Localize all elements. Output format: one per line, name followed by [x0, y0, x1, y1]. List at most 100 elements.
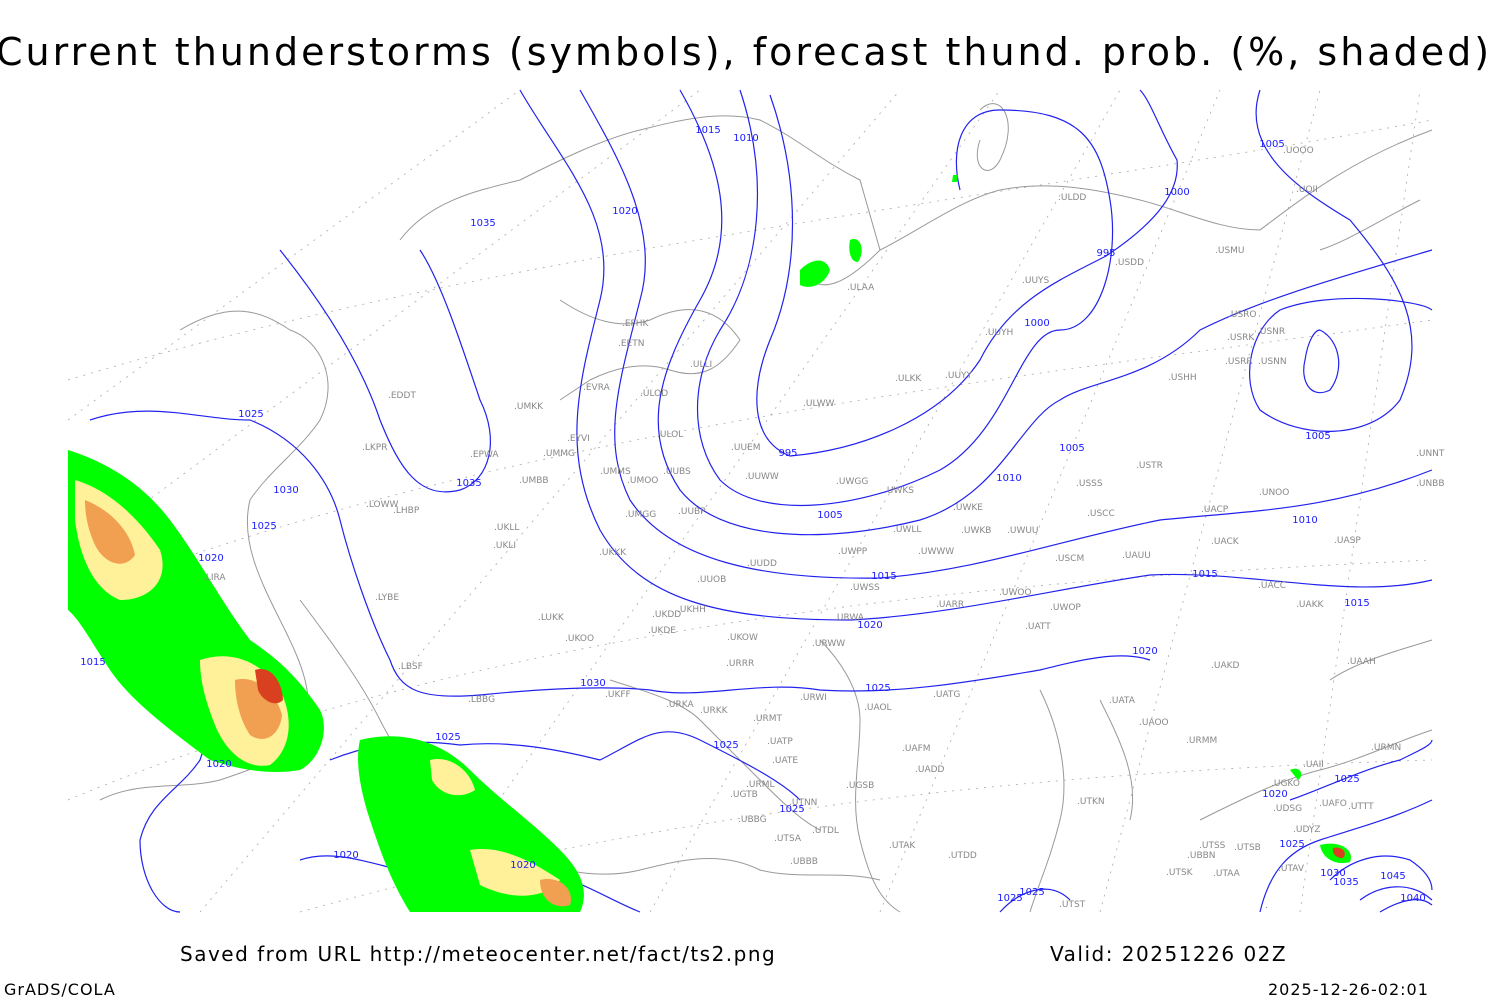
station-label: .UUBP: [678, 507, 706, 517]
isobar-label: 1035: [1333, 877, 1358, 888]
station-label: .UATG: [933, 690, 960, 700]
station-label: .UKLL: [494, 523, 519, 533]
station-label: .URMN: [1371, 743, 1401, 753]
station-label: .UMBB: [519, 476, 549, 486]
station-label: .UDSG: [1273, 804, 1302, 814]
station-label: .USRK: [1227, 333, 1255, 343]
station-label: .UTAV: [1278, 864, 1305, 874]
graticule: [67, 89, 1433, 913]
isobar-label: 1005: [1259, 139, 1284, 150]
station-label: .EYVI: [567, 434, 590, 444]
isobar-label: 1030: [273, 485, 298, 496]
isobar-label: 1020: [510, 860, 535, 871]
station-label: .EETN: [618, 339, 644, 349]
isobar-label: 1035: [470, 218, 495, 229]
station-label: .UWGG: [836, 477, 868, 487]
station-label: .USNN: [1258, 357, 1287, 367]
station-label: .UDYZ: [1293, 825, 1321, 835]
station-label: .UATA: [1109, 696, 1136, 706]
station-label: .UKFF: [605, 690, 631, 700]
station-label: .URKA: [666, 700, 694, 710]
station-label: .UTSS: [1199, 841, 1226, 851]
isobar-label: 1025: [1334, 774, 1359, 785]
station-label: .UUDD: [747, 559, 777, 569]
station-label: .UADD: [915, 765, 945, 775]
isobar-label: 1045: [1380, 871, 1405, 882]
station-label: .UMMG: [543, 449, 575, 459]
isobar-label: 995: [1096, 248, 1115, 259]
isobar-label: 1030: [1320, 868, 1345, 879]
station-label: .UAOO: [1139, 718, 1169, 728]
station-label: .URWW: [812, 639, 845, 649]
station-label: .UUBS: [663, 467, 691, 477]
station-label: .UATT: [1025, 622, 1051, 632]
isobar-label: 1005: [817, 510, 842, 521]
station-label: .URKK: [700, 706, 729, 716]
isobar-label: 1025: [1279, 839, 1304, 850]
station-label: .UWOO: [999, 588, 1032, 598]
station-label: .USCC: [1087, 509, 1115, 519]
station-label: .ULOL: [657, 430, 683, 440]
station-label: .ULWW: [803, 399, 835, 409]
station-label: .UTDD: [948, 851, 977, 861]
isobar-label: 995: [778, 448, 797, 459]
station-label: .UGTB: [730, 790, 758, 800]
station-label: .UACC: [1258, 581, 1286, 591]
station-label: .USCM: [1055, 554, 1084, 564]
isobar-label: 1005: [1305, 431, 1330, 442]
isobar-label: 1020: [1262, 789, 1287, 800]
station-label: .UNNT: [1416, 449, 1445, 459]
station-label: .URMT: [753, 714, 782, 724]
station-label: .LYBE: [375, 593, 399, 603]
station-label: .UKOW: [727, 633, 758, 643]
isobar-label: 1025: [238, 409, 263, 420]
station-label: .ULLI: [690, 360, 712, 370]
isobar-label: 1015: [1192, 569, 1217, 580]
station-label: .UUOB: [697, 575, 726, 585]
station-label: .UKOO: [565, 634, 594, 644]
isobar-label: 1020: [857, 620, 882, 631]
station-label: .UAUU: [1122, 551, 1151, 561]
station-label: .USRR: [1225, 357, 1253, 367]
station-label: .UACK: [1211, 537, 1240, 547]
station-label: .UGKO: [1271, 779, 1300, 789]
isobar-label: 1040: [1400, 893, 1425, 904]
station-label: .UAII: [1303, 760, 1324, 770]
isobar-label: 1020: [333, 850, 358, 861]
isobar-label: 1015: [695, 125, 720, 136]
station-label: .UUYH: [985, 328, 1013, 338]
station-label: .UATE: [772, 756, 798, 766]
station-label: .URMM: [1186, 736, 1217, 746]
station-label: .UBBN: [1187, 851, 1216, 861]
thunderstorm-probability-shading: [68, 175, 1351, 912]
station-label: .ULAA: [847, 283, 875, 293]
station-label: .UTNN: [789, 798, 817, 808]
station-label: .ULKK: [895, 374, 922, 384]
isobar-label: 1035: [456, 478, 481, 489]
station-label: .UTKN: [1077, 797, 1105, 807]
station-label: .UAKD: [1211, 661, 1240, 671]
station-label: .UWKB: [961, 526, 991, 536]
station-label: .USRO: [1228, 310, 1257, 320]
isobar-label: 1020: [198, 553, 223, 564]
station-label: .UAOL: [864, 703, 892, 713]
station-label: .UAFM: [902, 744, 931, 754]
station-label: .LOWW: [366, 500, 399, 510]
station-label: .EFHK: [622, 319, 649, 329]
station-label: .UUEM: [731, 443, 761, 453]
station-label: .UAAH: [1347, 657, 1376, 667]
station-label: .LKPR: [362, 443, 387, 453]
station-label: .UARR: [936, 600, 964, 610]
station-label: .URWI: [800, 693, 827, 703]
station-label: .UOOO: [1283, 146, 1314, 156]
station-label: .UNOO: [1259, 488, 1289, 498]
generated-timestamp: 2025-12-26-02:01: [1268, 980, 1429, 999]
station-label: .LBSF: [398, 662, 423, 672]
station-label: .UNBB: [1416, 479, 1445, 489]
station-label: .LHBP: [393, 506, 420, 516]
station-label: .EDDT: [388, 391, 416, 401]
isobar-label: 1005: [1059, 443, 1084, 454]
station-label: .UTAK: [889, 841, 916, 851]
station-label: .UGSB: [846, 781, 874, 791]
